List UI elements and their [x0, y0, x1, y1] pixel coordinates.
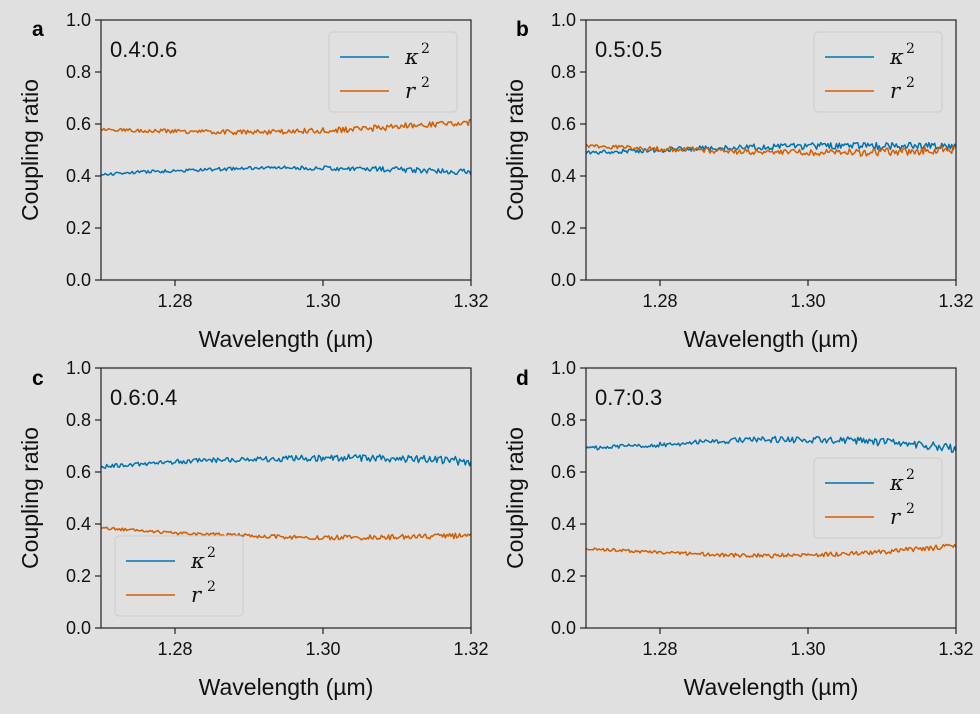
legend-superscript: 2: [906, 467, 915, 483]
series-line-kappa: [586, 141, 956, 155]
y-tick-label: 0.8: [66, 62, 91, 82]
y-tick-label: 0.2: [66, 218, 91, 238]
legend-superscript: 2: [421, 41, 430, 57]
panel-a: 0.0 0.2 0.4 0.6 0.8 1.0 1.28 1.30 1.32 Wavelength…: [17, 10, 489, 352]
legend-label-r: r: [405, 79, 417, 103]
legend-label-r: r: [890, 79, 902, 103]
y-tick-label: 0.4: [551, 166, 576, 186]
legend-box: [114, 535, 244, 617]
y-tick-label: 0.6: [66, 462, 91, 482]
legend: κ 2r 2: [813, 457, 943, 539]
x-axis-label: Wavelength (µm): [199, 674, 374, 700]
x-axis-label: Wavelength (µm): [684, 326, 859, 352]
series-line-r: [586, 543, 956, 559]
y-tick-label: 0.8: [551, 62, 576, 82]
x-axis-label: Wavelength (µm): [684, 674, 859, 700]
y-tick-label: 0.0: [66, 618, 91, 638]
axes-frame: [585, 367, 957, 629]
panel-c: 0.0 0.2 0.4 0.6 0.8 1.0 1.28 1.30 1.32 Wavelength…: [17, 358, 489, 700]
y-tick-label: 1.0: [66, 10, 91, 30]
x-axis-label: Wavelength (µm): [199, 326, 374, 352]
legend: κ 2r 2: [114, 535, 244, 617]
legend-superscript: 2: [906, 41, 915, 57]
series-line-kappa: [101, 453, 471, 470]
x-tick-label: 1.32: [453, 291, 488, 311]
panel-d: 0.0 0.2 0.4 0.6 0.8 1.0 1.28 1.30 1.32 Wavelength…: [502, 358, 974, 700]
y-tick-label: 0.2: [551, 566, 576, 586]
x-tick-label: 1.30: [305, 291, 340, 311]
y-tick-label: 0.6: [551, 114, 576, 134]
y-tick-label: 1.0: [551, 358, 576, 378]
y-axis-label: Coupling ratio: [502, 79, 528, 221]
x-tick-label: 1.28: [157, 291, 192, 311]
y-tick-label: 0.2: [66, 566, 91, 586]
legend-label-kappa: κ: [190, 549, 205, 573]
series-line-kappa: [586, 435, 956, 454]
x-tick-label: 1.30: [790, 639, 825, 659]
x-tick-label: 1.28: [642, 639, 677, 659]
ratio-annotation: 0.4:0.6: [110, 37, 177, 62]
x-tick-label: 1.30: [790, 291, 825, 311]
y-tick-label: 0.4: [551, 514, 576, 534]
y-axis-label: Coupling ratio: [17, 79, 43, 221]
panel-b: 0.0 0.2 0.4 0.6 0.8 1.0 1.28 1.30 1.32 Wavelength…: [502, 10, 974, 352]
x-tick-label: 1.30: [305, 639, 340, 659]
y-tick-label: 0.0: [551, 618, 576, 638]
y-tick-label: 0.8: [551, 410, 576, 430]
x-tick-label: 1.28: [157, 639, 192, 659]
legend-superscript: 2: [207, 579, 216, 595]
legend-superscript: 2: [207, 545, 216, 561]
panel-letter: b: [516, 18, 529, 41]
legend-box: [813, 31, 943, 113]
axes-frame: [585, 19, 957, 281]
y-tick-label: 0.8: [66, 410, 91, 430]
y-axis-label: Coupling ratio: [502, 427, 528, 569]
y-tick-label: 0.6: [66, 114, 91, 134]
legend-label-kappa: κ: [889, 45, 904, 69]
ratio-annotation: 0.5:0.5: [595, 37, 662, 62]
y-tick-label: 0.0: [551, 270, 576, 290]
y-tick-label: 0.6: [551, 462, 576, 482]
legend-box: [328, 31, 458, 113]
axes-frame: [100, 367, 472, 629]
legend-label-kappa: κ: [889, 471, 904, 495]
ratio-annotation: 0.6:0.4: [110, 385, 177, 410]
y-tick-label: 0.4: [66, 514, 91, 534]
panel-letter: d: [516, 367, 529, 390]
ratio-annotation: 0.7:0.3: [595, 385, 662, 410]
legend: κ 2r 2: [813, 31, 943, 113]
x-tick-label: 1.32: [938, 639, 973, 659]
series-line-r: [101, 526, 471, 541]
y-axis-label: Coupling ratio: [17, 427, 43, 569]
legend: κ 2r 2: [328, 31, 458, 113]
legend-superscript: 2: [906, 501, 915, 517]
series-line-r: [101, 118, 471, 136]
legend-label-r: r: [191, 583, 203, 607]
panel-letter: a: [32, 18, 44, 41]
y-tick-label: 1.0: [66, 358, 91, 378]
legend-superscript: 2: [421, 75, 430, 91]
series-line-r: [586, 143, 956, 157]
y-tick-label: 0.4: [66, 166, 91, 186]
panel-letter: c: [32, 367, 44, 390]
axes-frame: [100, 19, 472, 281]
y-tick-label: 1.0: [551, 10, 576, 30]
x-tick-label: 1.32: [453, 639, 488, 659]
y-tick-label: 0.2: [551, 218, 576, 238]
x-tick-label: 1.32: [938, 291, 973, 311]
legend-label-kappa: κ: [404, 45, 419, 69]
x-tick-label: 1.28: [642, 291, 677, 311]
legend-superscript: 2: [906, 75, 915, 91]
legend-box: [813, 457, 943, 539]
y-tick-label: 0.0: [66, 270, 91, 290]
series-line-kappa: [101, 165, 471, 176]
legend-label-r: r: [890, 505, 902, 529]
